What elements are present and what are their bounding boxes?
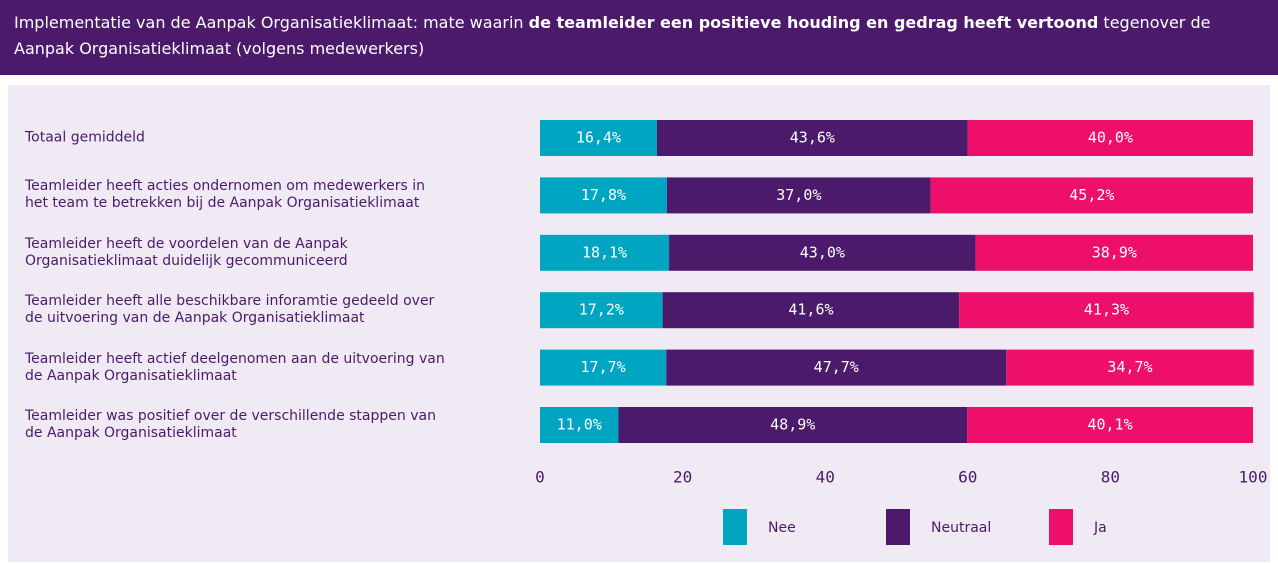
value-label: 41,3%	[1084, 301, 1129, 319]
bar-segment	[669, 234, 976, 271]
chart-title: Implementatie van de Aanpak Organisatiek…	[0, 0, 1278, 75]
x-tick-label: 100	[1239, 468, 1268, 487]
legend-swatch	[723, 509, 747, 545]
category-label: Teamleider heeft de voordelen van de Aan…	[25, 235, 348, 269]
category-label: Teamleider heeft acties ondernomen om me…	[25, 178, 426, 212]
category-label: Teamleider heeft actief deelgenomen aan …	[25, 350, 445, 384]
value-label: 43,0%	[800, 243, 845, 261]
category-label: Totaal gemiddeld	[25, 129, 145, 146]
bar-segment	[1006, 349, 1254, 386]
value-label: 17,7%	[581, 358, 626, 376]
bar-segment	[662, 292, 960, 329]
value-label: 18,1%	[582, 243, 627, 261]
value-label: 37,0%	[776, 186, 821, 204]
value-label: 48,9%	[770, 416, 815, 434]
bar-segment	[540, 120, 657, 156]
bar-segment	[540, 349, 667, 386]
value-label: 41,6%	[788, 301, 833, 319]
bar-segment	[618, 407, 968, 443]
x-tick-label: 60	[958, 468, 977, 487]
title-part: tegenover de Aanpak Organisatieklimaat (…	[14, 13, 1211, 58]
value-label: 16,4%	[576, 129, 621, 147]
bar-segment	[666, 177, 931, 214]
legend-label: Ja	[1093, 520, 1107, 536]
x-tick-label: 80	[1101, 468, 1120, 487]
bar-segment	[540, 292, 663, 329]
value-label: 40,0%	[1088, 129, 1133, 147]
x-tick-label: 0	[535, 468, 545, 487]
x-tick-label: 40	[816, 468, 835, 487]
x-tick-label: 20	[673, 468, 692, 487]
value-label: 40,1%	[1087, 416, 1132, 434]
bar-segment	[540, 407, 619, 443]
bar-segment	[967, 120, 1253, 156]
bar-segment	[666, 349, 1007, 386]
title-part: Implementatie van de Aanpak Organisatiek…	[14, 13, 529, 32]
bar-segment	[656, 120, 968, 156]
value-label: 47,7%	[814, 358, 859, 376]
value-label: 45,2%	[1069, 186, 1114, 204]
category-label: Teamleider was positief over de verschil…	[25, 408, 436, 441]
value-label: 17,2%	[579, 301, 624, 319]
value-label: 11,0%	[557, 416, 602, 434]
bar-segment	[967, 407, 1253, 443]
value-label: 38,9%	[1092, 243, 1137, 261]
category-label: Teamleider heeft alle beschikbare infora…	[25, 293, 435, 327]
legend-label: Nee	[768, 520, 796, 536]
bar-segment	[959, 292, 1254, 329]
title-part-bold: de teamleider een positieve houding en g…	[528, 13, 1099, 32]
bar-segment	[975, 234, 1253, 271]
value-label: 43,6%	[790, 129, 835, 147]
value-label: 17,8%	[581, 186, 626, 204]
legend-swatch	[886, 509, 910, 545]
legend-swatch	[1049, 509, 1073, 545]
bar-segment	[540, 234, 670, 271]
value-label: 34,7%	[1107, 358, 1152, 376]
legend-label: Neutraal	[931, 520, 991, 536]
bar-segment	[930, 177, 1253, 214]
bar-segment	[540, 177, 667, 214]
